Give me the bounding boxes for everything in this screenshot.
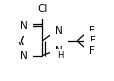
Text: H: H bbox=[57, 51, 63, 60]
Text: N: N bbox=[55, 26, 63, 36]
Text: N: N bbox=[20, 21, 28, 31]
Text: F: F bbox=[88, 26, 94, 35]
Text: Cl: Cl bbox=[37, 4, 47, 14]
Text: F: F bbox=[88, 46, 94, 56]
Text: N: N bbox=[20, 51, 28, 61]
Text: F: F bbox=[89, 36, 95, 46]
Text: N: N bbox=[55, 46, 63, 56]
